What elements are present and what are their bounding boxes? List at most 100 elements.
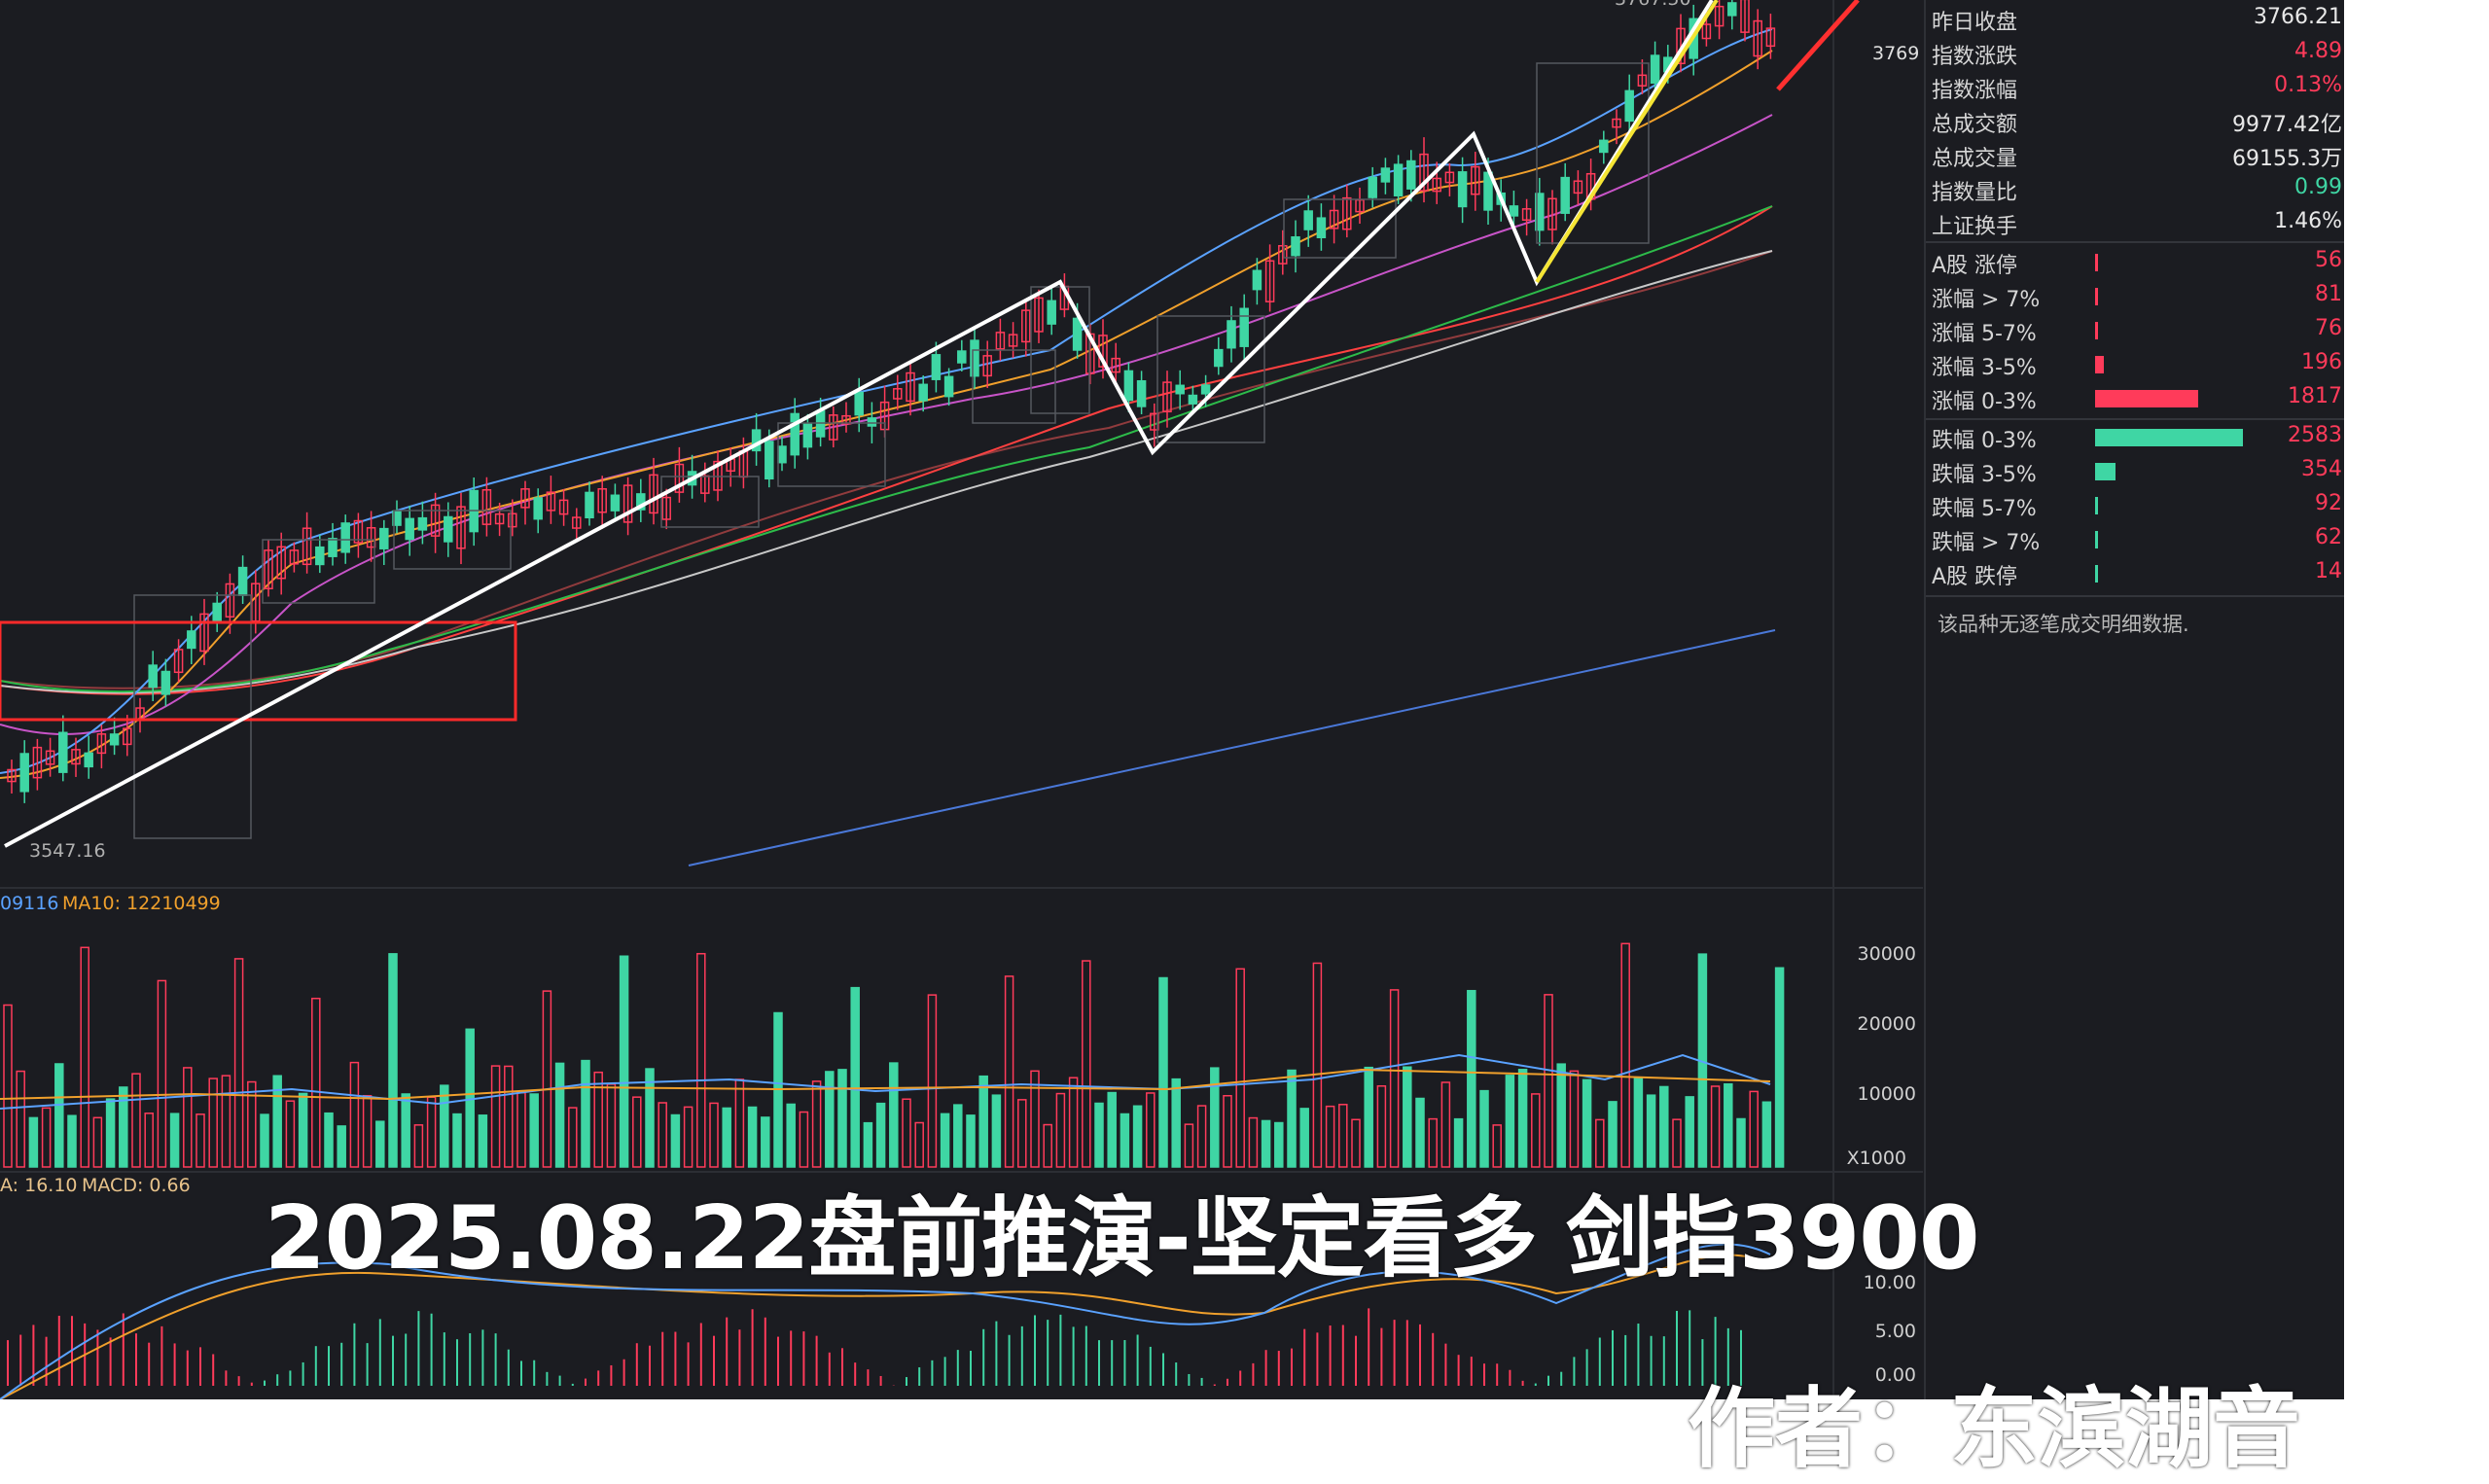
candle-body — [1047, 300, 1056, 325]
candle-body — [173, 649, 184, 674]
stat-row-5-label: 指数量比 — [1932, 181, 2018, 205]
consolidation-box-4 — [777, 422, 886, 487]
rise-row-0-value: 56 — [2315, 248, 2342, 272]
candle-body — [1612, 118, 1621, 128]
candle-body — [829, 414, 838, 441]
volume-bar — [1492, 1124, 1502, 1168]
candle-body — [7, 768, 17, 783]
volume-bar — [1338, 1104, 1348, 1168]
volume-bar — [658, 1102, 667, 1168]
volume-bar — [709, 1102, 719, 1168]
rise-row-4-bar — [2095, 390, 2198, 407]
candle-body — [1740, 0, 1750, 33]
volume-bar — [337, 1125, 346, 1168]
candle-body — [1291, 236, 1300, 257]
volume-bar — [1210, 1067, 1220, 1168]
volume-bar — [593, 1071, 603, 1168]
kline-chart-area[interactable]: 3769 3547.16 3767.50 09116 MA10: 1221049… — [0, 0, 1923, 1399]
candle-body — [764, 441, 774, 480]
volume-axis-10000: 10000 — [1857, 1083, 1916, 1105]
volume-bar — [1132, 1105, 1143, 1168]
fall-row-1-label: 跌幅 3-5% — [1932, 463, 2037, 487]
ma-line-green — [0, 205, 1773, 693]
fall-row-1: 跌幅 3-5% 354 — [1926, 454, 2344, 487]
volume-bar — [863, 1121, 873, 1168]
candle-body — [1227, 320, 1236, 349]
macd-axis-10: 10.00 — [1863, 1272, 1916, 1293]
volume-bar — [645, 1068, 655, 1168]
candle-body — [841, 414, 851, 425]
volume-bar — [1274, 1121, 1284, 1168]
candle-body — [353, 519, 364, 544]
rise-row-2-bar — [2095, 322, 2098, 339]
macd-dea-line — [0, 1254, 1771, 1399]
candle-body — [1214, 348, 1224, 368]
volume-ma10-line — [0, 1068, 1771, 1101]
fall-row-2: 跌幅 5-7% 92 — [1926, 488, 2344, 521]
candle-body — [597, 488, 607, 513]
candle-body — [610, 494, 621, 512]
volume-bar — [1351, 1118, 1361, 1168]
volume-bar — [298, 1092, 308, 1168]
volume-bar — [285, 1100, 296, 1168]
candle-body — [957, 350, 967, 364]
candle-body — [1701, 23, 1712, 40]
volume-bar — [92, 1116, 103, 1168]
fall-row-1-bar — [2095, 463, 2116, 480]
candle-body — [289, 549, 300, 565]
candle-body — [1444, 171, 1455, 184]
volume-bar — [375, 1120, 385, 1168]
volume-bar — [349, 1061, 360, 1168]
volume-bar — [504, 1065, 514, 1168]
volume-bar — [362, 1094, 373, 1168]
fall-row-0-bar — [2095, 429, 2243, 446]
volume-bar — [1030, 1070, 1040, 1168]
volume-bar — [850, 986, 860, 1168]
candle-body — [237, 566, 248, 596]
rise-row-4-value: 1817 — [2288, 384, 2342, 408]
candle-body — [1535, 193, 1545, 231]
volume-bar — [632, 1096, 642, 1168]
candle-body — [1509, 205, 1519, 217]
ma-line-orange — [0, 50, 1773, 779]
volume-bar — [914, 1121, 924, 1168]
volume-bar — [1659, 1085, 1669, 1168]
volume-bar — [529, 1093, 539, 1168]
candle-body — [1521, 208, 1532, 221]
stat-row-1-value: 4.89 — [2294, 39, 2342, 63]
candle-body — [918, 383, 928, 402]
consolidation-box-5 — [972, 349, 1056, 424]
macd-axis-5: 5.00 — [1874, 1321, 1916, 1342]
volume-bar — [811, 1080, 822, 1168]
volume-bar — [927, 994, 938, 1168]
volume-axis-unit: X1000 — [1846, 1148, 1906, 1169]
candle-body — [212, 602, 222, 623]
volume-bar — [426, 1096, 437, 1168]
candle-body — [1111, 357, 1120, 373]
volume-bar — [1517, 1069, 1528, 1168]
volume-bar — [1761, 1101, 1772, 1168]
candle-body — [187, 630, 196, 650]
candle-body — [1162, 381, 1172, 413]
volume-bar — [272, 1075, 282, 1168]
rise-row-3-value: 196 — [2301, 350, 2342, 374]
candle-body — [906, 371, 915, 403]
volume-bar — [41, 1107, 52, 1168]
fall-row-0-value: 2583 — [2288, 423, 2342, 447]
rise-row-3-bar — [2095, 356, 2104, 373]
candle-body — [520, 488, 530, 509]
stat-row-3-label: 总成交额 — [1932, 113, 2018, 137]
rise-row-2: 涨幅 5-7% 76 — [1926, 313, 2344, 346]
candle-body — [1072, 317, 1083, 351]
volume-bar — [1043, 1123, 1052, 1168]
volume-bar — [568, 1107, 578, 1168]
candle-body — [417, 516, 428, 531]
candle-body — [1380, 167, 1391, 183]
volume-bar — [1389, 989, 1400, 1168]
candle-body — [96, 733, 107, 755]
candle-body — [1573, 180, 1583, 194]
volume-bar — [28, 1116, 39, 1168]
fall-row-2-bar — [2095, 497, 2098, 514]
stats-divider-2 — [1926, 418, 2344, 420]
volume-bar — [1403, 1066, 1412, 1168]
